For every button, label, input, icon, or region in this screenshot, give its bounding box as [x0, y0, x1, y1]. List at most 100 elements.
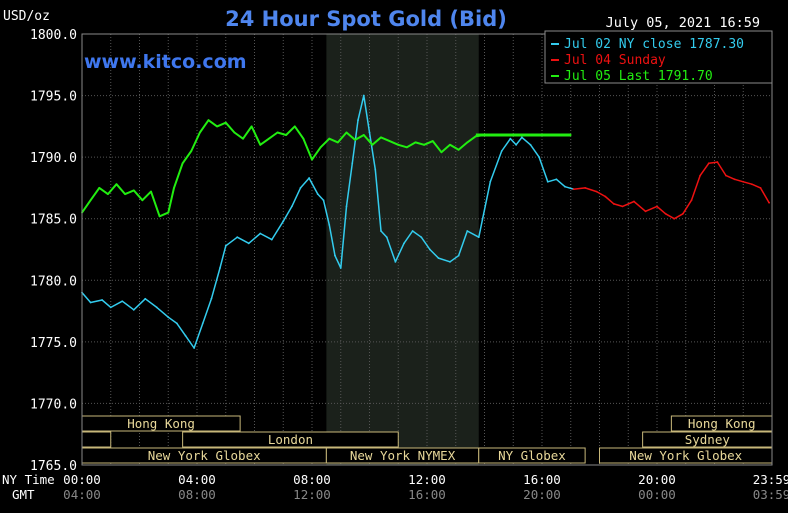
brand-watermark: www.kitco.com	[84, 51, 247, 73]
data-point	[489, 180, 492, 183]
data-point	[150, 190, 152, 193]
session-bar	[81, 431, 112, 448]
data-point	[466, 141, 469, 144]
data-point	[699, 174, 702, 177]
data-point	[101, 299, 104, 301]
series-group	[572, 161, 771, 220]
series-line	[81, 94, 574, 349]
data-point	[167, 316, 170, 319]
data-point	[351, 162, 354, 165]
data-point	[345, 131, 348, 134]
data-point	[299, 187, 302, 189]
plot-frame	[81, 33, 773, 466]
data-point	[328, 223, 331, 226]
session-label: London	[268, 432, 313, 447]
data-point	[414, 141, 417, 144]
nymex-session-shading	[326, 34, 479, 465]
x-tick-label-ny: 20:00	[638, 472, 676, 487]
data-point	[242, 137, 244, 140]
data-point	[293, 125, 296, 128]
y-tick-label: 1800.0	[30, 28, 77, 43]
data-point	[466, 230, 469, 232]
data-point	[707, 162, 710, 165]
y-tick-label: 1785.0	[30, 213, 77, 228]
session-label: New York NYMEX	[350, 448, 456, 463]
session-label: Sydney	[685, 432, 731, 447]
data-point	[345, 205, 348, 208]
data-point	[357, 119, 359, 122]
y-tick-label: 1795.0	[30, 90, 77, 105]
x-tick-label-ny: 16:00	[523, 472, 561, 487]
data-point	[121, 300, 124, 303]
x-tick-label-gmt: 03:59	[753, 487, 788, 502]
data-point	[664, 212, 667, 215]
data-point	[385, 236, 388, 239]
x-axis-tick-labels: 00:00 04:00 08:00 12:00 16:00 20:00 23:5904:00…	[63, 472, 788, 502]
y-tick-label: 1770.0	[30, 397, 77, 412]
data-point	[259, 232, 262, 235]
data-point	[167, 211, 170, 214]
data-point	[115, 183, 118, 186]
x-tick-label-gmt: 16:00	[408, 487, 446, 502]
data-point	[529, 143, 532, 146]
data-point	[308, 177, 311, 179]
data-point	[336, 141, 339, 144]
data-point	[132, 189, 135, 192]
x-tick-label-ny: 12:00	[408, 472, 446, 487]
data-point	[612, 203, 615, 205]
series-group	[81, 119, 572, 218]
legend-box	[544, 30, 773, 84]
data-point	[339, 267, 342, 269]
data-point	[207, 119, 210, 122]
data-point	[449, 260, 451, 263]
data-point	[316, 193, 319, 195]
data-point	[595, 190, 598, 193]
x-tick-label-ny: 23:59	[753, 472, 788, 487]
data-point	[690, 199, 693, 202]
data-point	[173, 187, 175, 189]
data-point	[742, 180, 745, 183]
session-bar	[478, 447, 586, 464]
data-point	[394, 260, 397, 263]
data-point	[236, 236, 239, 239]
data-point	[380, 136, 382, 139]
y-tick-label: 1780.0	[30, 274, 77, 289]
data-point	[538, 156, 541, 159]
data-point	[423, 143, 426, 146]
legend-entry: Jul 04 Sunday	[564, 53, 666, 68]
session-label: New York Globex	[629, 448, 742, 463]
data-point	[673, 217, 676, 220]
gmt-label: GMT	[12, 487, 35, 502]
data-point	[509, 137, 512, 140]
x-tick-label-ny: 08:00	[293, 472, 331, 487]
session-label: New York Globex	[148, 448, 261, 463]
data-point	[354, 139, 357, 141]
data-point	[405, 146, 408, 149]
chart-title: 24 Hour Spot Gold (Bid)	[225, 7, 507, 31]
data-point	[584, 187, 587, 189]
data-point	[725, 174, 727, 177]
data-point	[371, 143, 374, 146]
data-point	[98, 187, 101, 189]
data-point	[155, 306, 158, 309]
data-point	[515, 143, 518, 146]
data-point	[520, 136, 523, 139]
data-point	[656, 205, 658, 208]
data-point	[644, 210, 647, 213]
data-point	[290, 205, 293, 208]
data-point	[247, 242, 250, 245]
data-point	[633, 200, 635, 203]
data-point	[267, 137, 270, 140]
data-point	[216, 125, 219, 128]
data-point	[440, 151, 443, 154]
data-point	[431, 140, 434, 143]
data-point	[198, 131, 201, 134]
data-point	[124, 193, 127, 195]
session-label: Hong Kong	[127, 416, 195, 431]
data-point	[621, 205, 624, 208]
data-point	[282, 220, 285, 223]
legend-entry: Jul 05 Last 1791.70	[564, 69, 713, 84]
data-point	[319, 146, 322, 149]
